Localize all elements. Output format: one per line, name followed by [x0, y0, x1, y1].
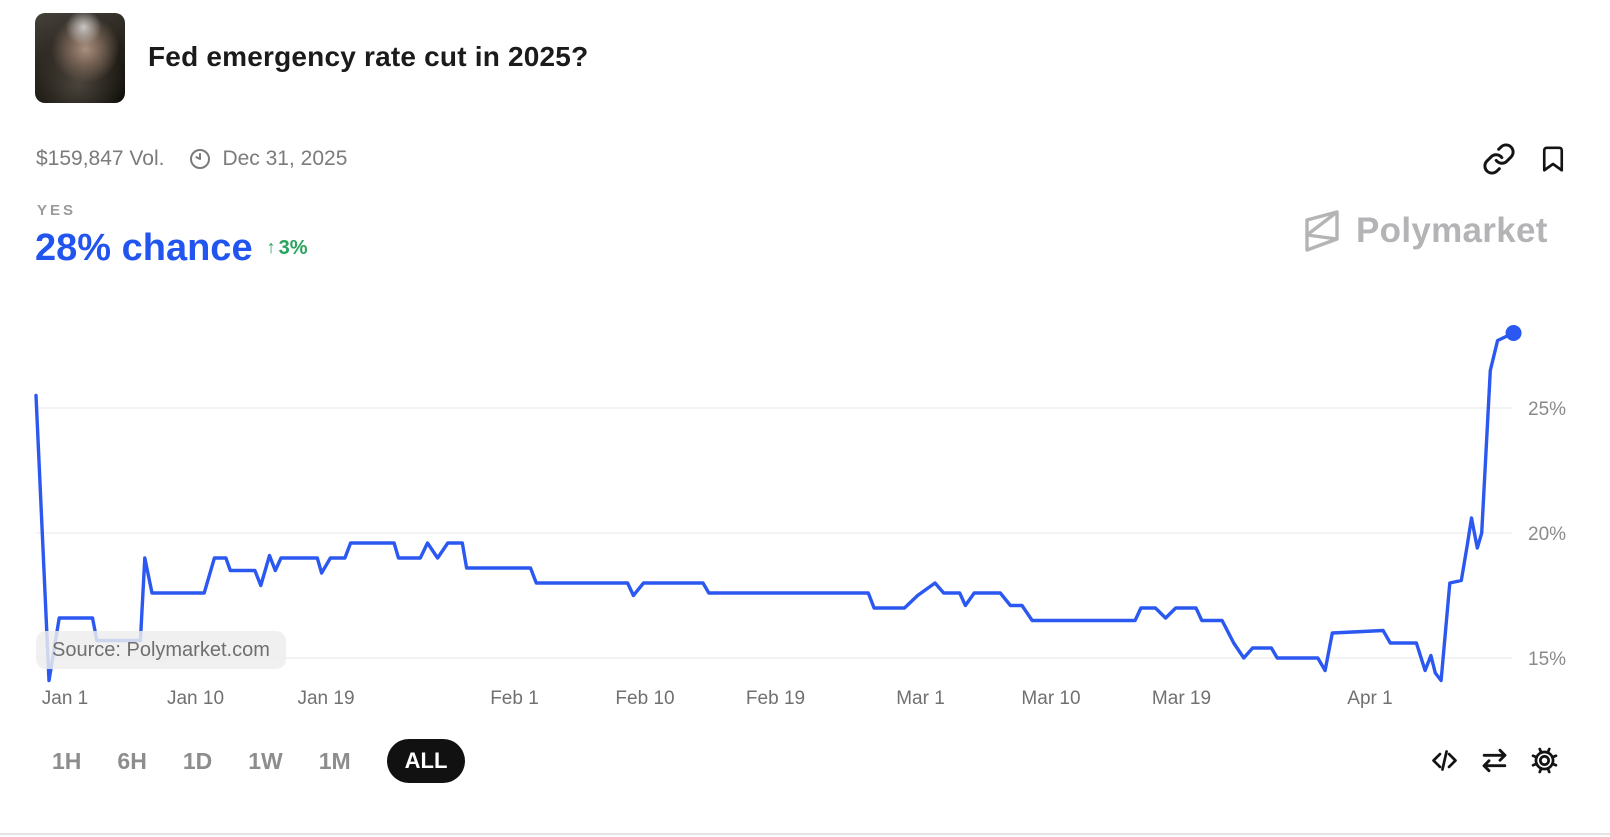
x-tick-feb-10: Feb 10: [615, 688, 674, 709]
polymarket-logo-icon: [1300, 207, 1344, 255]
yes-price-line: [34, 331, 1516, 683]
market-stats-row: $159,847 Vol. Dec 31, 2025: [36, 147, 347, 171]
chance-value: 28% chance: [35, 227, 253, 269]
x-tick-feb-19: Feb 19: [746, 688, 805, 709]
range-button-1w[interactable]: 1W: [248, 747, 283, 774]
range-button-all[interactable]: ALL: [386, 739, 466, 783]
chart-gridlines: [36, 407, 1512, 659]
x-tick-mar-1: Mar 1: [896, 688, 945, 709]
x-tick-mar-10: Mar 10: [1021, 688, 1080, 709]
last-price-dot: [1505, 325, 1522, 341]
header-actions: [1482, 142, 1568, 176]
volume-label: $159,847 Vol.: [36, 147, 165, 170]
up-arrow-icon: ↑: [266, 237, 276, 258]
bottom-divider: [0, 833, 1610, 835]
x-tick-mar-19: Mar 19: [1152, 688, 1211, 709]
y-tick-15%: 15%: [1528, 649, 1566, 670]
chance-change: ↑ 3%: [267, 237, 308, 260]
time-range-selector: 1H 6H 1D 1W 1M ALL: [52, 737, 466, 785]
market-avatar: [35, 13, 125, 103]
outcome-label: YES: [37, 202, 77, 219]
polymarket-watermark: Polymarket: [1300, 207, 1548, 255]
range-button-1h[interactable]: 1H: [52, 747, 82, 774]
embed-code-icon[interactable]: [1429, 745, 1460, 776]
compare-swap-icon[interactable]: [1478, 744, 1511, 777]
x-tick-feb-1: Feb 1: [490, 688, 539, 709]
clock-icon: [188, 147, 212, 171]
source-attribution: Source: Polymarket.com: [36, 631, 286, 669]
x-tick-jan-19: Jan 19: [297, 688, 354, 709]
gear-tooth: [1538, 767, 1543, 774]
gear-tooth: [1538, 747, 1543, 754]
chance-row: 28% chance ↑ 3%: [35, 227, 308, 270]
settings-gear-icon[interactable]: [1529, 745, 1560, 776]
range-button-1m[interactable]: 1M: [318, 747, 351, 774]
end-date-label: Dec 31, 2025: [222, 147, 348, 170]
y-tick-25%: 25%: [1528, 399, 1566, 420]
polymarket-wordmark: Polymarket: [1356, 211, 1548, 250]
market-title: Fed emergency rate cut in 2025?: [148, 41, 589, 72]
chance-change-value: 3%: [278, 237, 308, 260]
gear-tooth: [1531, 754, 1538, 759]
gear-tooth: [1546, 767, 1551, 774]
price-chart[interactable]: 25% 20% 15% Jan 1 Jan 10 Jan 19 Feb 1 Feb 10 Fe…: [0, 288, 1610, 712]
chart-x-axis-labels: Jan 1 Jan 10 Jan 19 Feb 1 Feb 10 Feb 19 Mar 1 M…: [42, 688, 1393, 709]
gear-tooth: [1551, 762, 1558, 767]
gear-tooth: [1551, 754, 1558, 759]
copy-link-icon[interactable]: [1482, 142, 1516, 176]
gear-tooth: [1546, 747, 1551, 754]
range-button-6h[interactable]: 6H: [117, 747, 147, 774]
bookmark-icon[interactable]: [1538, 144, 1568, 174]
gear-tooth: [1531, 762, 1538, 767]
y-tick-20%: 20%: [1528, 524, 1566, 545]
x-tick-apr-1: Apr 1: [1347, 688, 1392, 709]
range-button-1d[interactable]: 1D: [182, 747, 213, 774]
x-tick-jan-1: Jan 1: [42, 688, 88, 709]
chart-toolbar: [1429, 744, 1560, 777]
x-tick-jan-10: Jan 10: [167, 688, 224, 709]
chart-y-axis-labels: 25% 20% 15%: [1528, 399, 1566, 670]
